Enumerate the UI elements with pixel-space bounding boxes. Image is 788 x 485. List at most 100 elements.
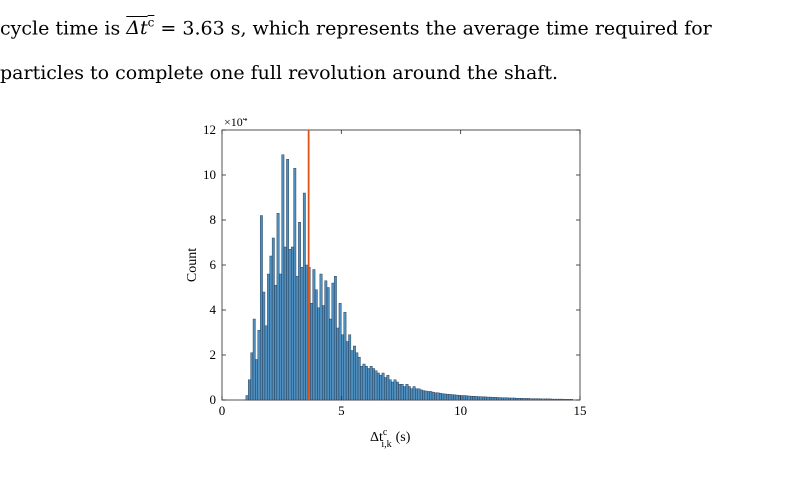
- x-axis-ticks: 0 5 10 15: [219, 130, 587, 418]
- histogram-bar: [539, 398, 543, 401]
- histogram-bar: [560, 398, 564, 401]
- histogram-bar: [424, 390, 428, 401]
- histogram-bar: [465, 395, 469, 401]
- histogram-bar: [276, 213, 280, 401]
- x-axis-label: Δtc i,k (s): [370, 427, 411, 450]
- paragraph-line-2: particles to complete one full revolutio…: [0, 62, 559, 84]
- histogram-bar: [434, 392, 437, 401]
- histogram-bar: [388, 379, 392, 401]
- histogram-bar: [257, 330, 261, 401]
- histogram-bar: [310, 303, 313, 401]
- y-exponent-base: ×10: [224, 118, 243, 129]
- y-tick-label: 8: [210, 212, 217, 227]
- x-axis-label-sup: c: [383, 427, 388, 438]
- histogram-bar: [283, 246, 287, 401]
- y-tick-label: 10: [203, 167, 216, 182]
- histogram-bar: [407, 386, 411, 401]
- mean-cycle-symbol-sup: c: [147, 16, 155, 30]
- histogram-bar: [419, 389, 423, 401]
- histogram-bar: [267, 273, 270, 401]
- histogram-bar: [262, 291, 266, 401]
- histogram-bar: [279, 273, 282, 401]
- histogram-bar: [477, 396, 480, 401]
- histogram-bar: [527, 398, 531, 401]
- histogram-bar: [474, 396, 478, 401]
- histogram-bar: [541, 398, 545, 401]
- histogram-bar: [496, 397, 500, 401]
- histogram-bar: [481, 396, 485, 401]
- histogram-bar: [293, 168, 297, 401]
- paragraph-line-1: cycle time is Δtc = 3.63 s, which repres…: [0, 16, 788, 39]
- histogram-bar: [305, 264, 309, 401]
- histogram-bar: [501, 397, 504, 401]
- histogram-bar: [295, 276, 299, 401]
- histogram-bar: [322, 305, 325, 401]
- histogram-bar: [517, 398, 521, 401]
- histogram-bar: [336, 327, 340, 401]
- histogram-bar: [498, 397, 502, 401]
- y-exponent-power: 4: [243, 118, 248, 123]
- histogram-bar: [555, 398, 559, 401]
- histogram-bar: [493, 397, 497, 401]
- histogram-bars: [245, 154, 574, 401]
- histogram-bar: [508, 397, 511, 401]
- histogram-bar: [353, 345, 356, 401]
- y-tick-label: 0: [210, 392, 217, 407]
- histogram-bar: [484, 396, 488, 401]
- mean-cycle-symbol: Δtc: [126, 16, 155, 40]
- histogram-bar: [536, 398, 540, 401]
- histogram-bar: [391, 381, 395, 401]
- histogram-bar: [412, 386, 416, 401]
- histogram-bar: [455, 394, 459, 401]
- histogram-bar: [331, 282, 335, 401]
- histogram-bar: [489, 396, 492, 401]
- line1-rest: = 3.63 s, which represents the average t…: [154, 17, 712, 40]
- caption-fragment: [0, 455, 788, 485]
- histogram-bar: [415, 388, 418, 401]
- histogram-bar: [326, 287, 330, 401]
- histogram-bar: [348, 334, 352, 401]
- x-tick-label: 5: [338, 403, 345, 418]
- histogram-bar: [505, 397, 509, 401]
- histogram-bar: [333, 276, 337, 401]
- histogram-bar: [410, 388, 414, 401]
- histogram-bar: [479, 396, 483, 401]
- y-tick-label: 2: [210, 347, 217, 362]
- histogram-bar: [453, 394, 457, 401]
- histogram-bar: [298, 222, 301, 401]
- histogram-bar: [427, 391, 430, 401]
- mean-cycle-symbol-base: Δt: [126, 17, 148, 40]
- histogram-bar: [281, 154, 285, 401]
- histogram-bar: [379, 375, 383, 401]
- histogram-bar: [448, 394, 452, 401]
- histogram-bar: [357, 357, 361, 401]
- histogram-bar: [302, 192, 306, 401]
- histogram-bar: [446, 393, 449, 401]
- histogram-bar: [255, 359, 258, 401]
- histogram-bar: [341, 334, 344, 401]
- x-tick-label: 15: [574, 403, 587, 418]
- y-exponent: ×104: [224, 118, 248, 129]
- histogram-bar: [259, 215, 263, 401]
- histogram-bar: [400, 384, 404, 401]
- histogram-bar: [472, 395, 476, 401]
- histogram-bar: [503, 397, 507, 401]
- histogram-bar: [524, 398, 528, 401]
- histogram-bar: [369, 366, 373, 401]
- histogram-bar: [343, 312, 347, 401]
- x-tick-label: 0: [219, 403, 226, 418]
- histogram-bar: [510, 397, 514, 401]
- histogram-bar: [398, 384, 402, 401]
- histogram-bar: [317, 307, 321, 401]
- histogram-bar: [376, 372, 380, 401]
- x-axis-label-base: Δt: [370, 430, 383, 445]
- histogram-bar: [324, 280, 328, 401]
- histogram-bar: [450, 394, 454, 401]
- histogram-bar: [563, 399, 566, 401]
- histogram-bar: [396, 381, 399, 401]
- histogram-bar: [274, 285, 278, 401]
- histogram-bar: [486, 396, 490, 401]
- histogram-bar: [405, 384, 409, 401]
- histogram-bar: [558, 398, 562, 401]
